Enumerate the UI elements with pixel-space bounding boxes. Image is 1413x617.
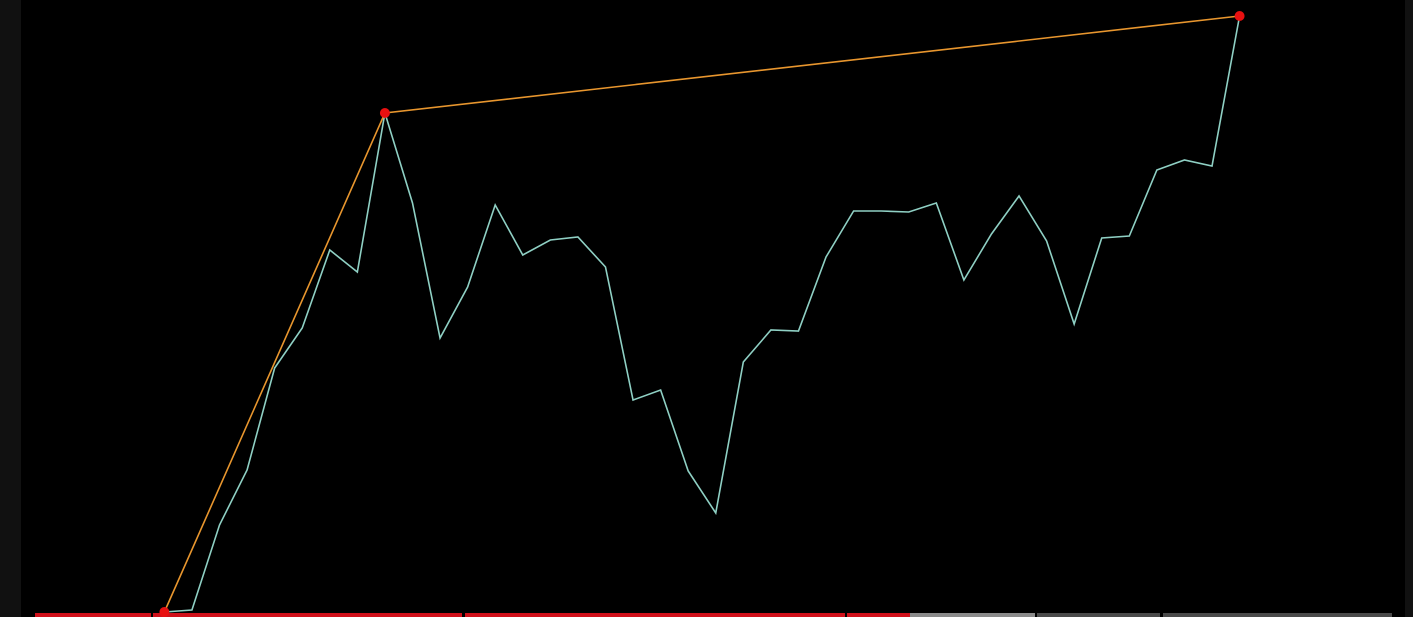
segment — [910, 613, 1035, 617]
point-marker — [159, 607, 170, 617]
series-line — [164, 15, 1241, 613]
segment — [153, 613, 462, 617]
segment — [35, 613, 151, 617]
timeline-bar — [35, 613, 1392, 617]
right-panel-edge — [1405, 0, 1413, 617]
segment — [465, 613, 845, 617]
segment — [1037, 613, 1160, 617]
point-marker — [1234, 11, 1245, 21]
point-marker — [379, 108, 390, 118]
left-panel-edge — [0, 0, 21, 617]
segment — [847, 613, 910, 617]
series-line — [163, 15, 1240, 613]
segment — [1163, 613, 1392, 617]
